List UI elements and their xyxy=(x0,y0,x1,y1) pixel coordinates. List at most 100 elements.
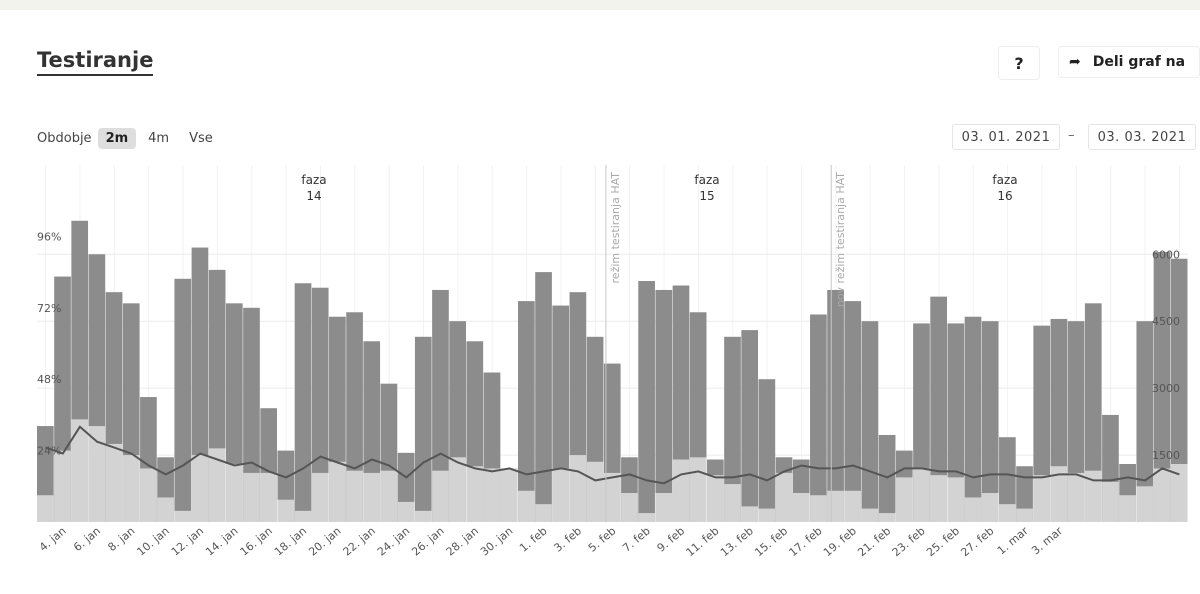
bar-total xyxy=(1033,325,1051,522)
bar-positive xyxy=(775,472,793,522)
bar-positive xyxy=(37,495,54,522)
x-tick-label: 24. jan xyxy=(375,524,412,558)
bar-total xyxy=(724,336,741,522)
bar-total xyxy=(191,247,209,522)
phase-number: 16 xyxy=(997,189,1012,203)
regime-annotation: režim testiranja HAT xyxy=(609,172,622,284)
bar-positive xyxy=(947,477,965,522)
bar-total xyxy=(1084,303,1102,522)
x-tick-label: 16. jan xyxy=(238,524,275,558)
bar-positive xyxy=(706,475,724,522)
bar-positive xyxy=(346,470,363,522)
bar-positive xyxy=(1084,470,1102,522)
bar-positive xyxy=(913,468,930,522)
bar-positive xyxy=(1170,463,1188,522)
x-tick-label: 17. feb xyxy=(787,524,825,559)
bar-positive xyxy=(105,443,123,522)
bar-positive xyxy=(758,508,776,522)
date-from-input[interactable]: 03. 01. 2021 xyxy=(952,124,1060,150)
bar-positive xyxy=(191,455,209,522)
x-tick-label: 21. feb xyxy=(855,524,893,559)
bar-positive xyxy=(466,466,484,522)
bar-positive xyxy=(380,470,398,522)
bar-positive xyxy=(225,463,243,522)
y-left-tick-label: 96% xyxy=(37,230,61,243)
x-tick-label: 12. jan xyxy=(169,524,206,558)
bar-positive xyxy=(724,484,741,522)
bar-positive xyxy=(895,477,913,522)
share-button[interactable]: ➦ Deli graf na xyxy=(1058,46,1200,78)
bar-positive xyxy=(844,490,862,522)
bar-positive xyxy=(432,470,449,522)
bar-positive xyxy=(122,455,140,522)
line-positivity-rate xyxy=(45,425,1180,485)
date-range-separator: – xyxy=(1068,128,1075,143)
bar-positive xyxy=(569,455,587,522)
phase-label: faza xyxy=(301,173,326,187)
phase-number: 14 xyxy=(306,189,321,203)
bar-positive xyxy=(792,492,810,522)
bar-positive xyxy=(1153,468,1171,522)
bar-total xyxy=(518,301,535,522)
bar-total xyxy=(827,289,844,522)
bar-positive xyxy=(603,472,621,522)
period-selector: Obdobje 2m 4m Vse xyxy=(37,126,225,150)
bar-total xyxy=(1067,321,1085,522)
bar-positive xyxy=(1119,495,1136,522)
x-tick-label: 11. feb xyxy=(684,524,722,559)
help-button[interactable]: ? xyxy=(998,46,1040,80)
period-option-4m[interactable]: 4m xyxy=(148,130,170,146)
x-tick-label: 28. jan xyxy=(444,524,481,558)
bar-total xyxy=(243,307,260,522)
x-tick-label: 10. jan xyxy=(134,524,171,558)
bar-total xyxy=(861,321,879,522)
bar-positive xyxy=(71,419,89,522)
x-tick-label: 6. jan xyxy=(71,524,103,554)
period-label: Obdobje xyxy=(37,130,92,146)
date-to-input[interactable]: 03. 03. 2021 xyxy=(1088,124,1196,150)
bar-positive xyxy=(827,490,844,522)
bar-positive xyxy=(260,472,278,522)
bar-positive xyxy=(981,492,999,522)
x-tick-label: 7. feb xyxy=(620,524,653,554)
bar-positive xyxy=(483,468,501,522)
bar-positive xyxy=(586,461,604,522)
x-tick-label: 15. feb xyxy=(752,524,790,559)
bar-positive xyxy=(655,492,673,522)
bar-total xyxy=(741,330,759,522)
bar-total xyxy=(1153,252,1171,523)
bar-total xyxy=(311,287,329,522)
bar-positive xyxy=(810,495,827,522)
bar-positive xyxy=(999,504,1016,522)
bar-total xyxy=(999,437,1016,522)
x-tick-label: 30. jan xyxy=(478,524,515,558)
bar-positive xyxy=(621,492,638,522)
x-tick-label: 3. mar xyxy=(1029,524,1065,557)
period-option-2m[interactable]: 2m xyxy=(97,127,137,149)
period-option-all[interactable]: Vse xyxy=(189,130,213,146)
bar-positive xyxy=(1067,472,1085,522)
x-tick-label: 25. feb xyxy=(924,524,962,559)
bar-total xyxy=(294,283,312,522)
x-tick-label: 5. feb xyxy=(586,524,619,554)
bar-total xyxy=(346,312,363,522)
phase-label: faza xyxy=(992,173,1017,187)
bar-total xyxy=(810,314,827,522)
bar-total xyxy=(844,301,862,522)
bar-positive xyxy=(397,501,415,522)
bar-positive xyxy=(174,510,192,522)
bar-total xyxy=(414,336,432,522)
bar-total xyxy=(1136,321,1154,522)
y-right-tick-label: 3000 xyxy=(1152,382,1180,395)
bar-positive xyxy=(329,461,346,522)
y-right-tick-label: 4500 xyxy=(1152,315,1180,328)
bar-total xyxy=(174,278,192,522)
bar-positive xyxy=(535,504,552,522)
x-tick-label: 1. feb xyxy=(517,524,550,554)
bar-positive xyxy=(1033,475,1051,522)
x-tick-label: 23. feb xyxy=(890,524,928,559)
bar-positive xyxy=(277,499,295,522)
x-tick-label: 9. feb xyxy=(655,524,688,554)
bar-total xyxy=(638,281,655,522)
bar-positive xyxy=(88,426,106,522)
